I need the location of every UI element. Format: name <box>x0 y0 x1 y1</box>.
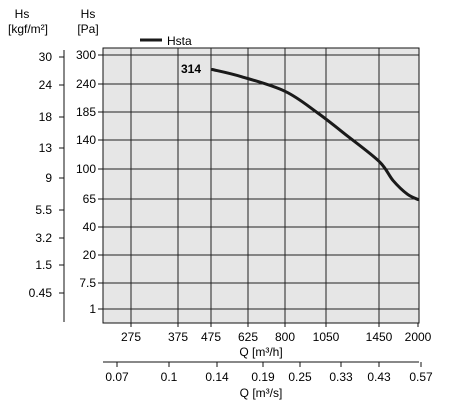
x-primary-tick-label: 275 <box>121 330 141 344</box>
y-outer-tick-label: 18 <box>39 110 53 124</box>
y-outer-tick-label: 0.45 <box>29 286 53 300</box>
y-inner-tick-label: 240 <box>76 77 96 91</box>
x-secondary-tick-label: 0.07 <box>105 370 129 384</box>
y-inner-tick-label: 40 <box>83 220 97 234</box>
series-hsta-line <box>210 68 420 201</box>
x-secondary-tick-label: 0.1 <box>161 370 178 384</box>
x-secondary-tick-label: 0.33 <box>329 370 353 384</box>
y-outer-tick-label: 24 <box>39 78 53 92</box>
y-outer-tick-label: 13 <box>39 141 53 155</box>
x-primary-tick-label: 1450 <box>366 330 393 344</box>
plot-area <box>102 47 420 324</box>
y-inner-tick-label: 65 <box>83 192 97 206</box>
y-inner-ticks: 300 240 185 140 100 65 40 20 7.5 1 <box>76 48 103 316</box>
y-inner-tick-label: 1 <box>89 302 96 316</box>
x-primary-tick-label: 375 <box>168 330 188 344</box>
y-outer-tick-label: 1.5 <box>35 258 52 272</box>
y-inner-tick-label: 140 <box>76 133 96 147</box>
y-inner-tick-label: 300 <box>76 48 96 62</box>
y-outer-tick-label: 5.5 <box>35 203 52 217</box>
x-primary-tick-label: 2000 <box>405 330 432 344</box>
y-outer-tick-label: 30 <box>39 50 53 64</box>
y-inner-label-line1: Hs <box>81 7 96 21</box>
x-secondary-label: Q [m³/s] <box>240 386 283 400</box>
y-outer-ticks: 30 24 18 13 9 5.5 3.2 1.5 0.45 <box>29 50 64 300</box>
x-secondary-ticks: 0.07 0.1 0.14 0.19 0.25 0.33 0.43 0.57 <box>105 362 433 384</box>
y-inner-tick-label: 185 <box>76 105 96 119</box>
x-secondary-tick-label: 0.19 <box>251 370 275 384</box>
x-primary-tick-label: 475 <box>201 330 221 344</box>
y-outer-label-line2: [kgf/m²] <box>8 22 48 36</box>
x-secondary-tick-label: 0.25 <box>288 370 312 384</box>
y-inner-tick-label: 20 <box>83 248 97 262</box>
grid-lines <box>103 48 419 323</box>
series-hsta-curve-label: 314 <box>181 62 201 76</box>
x-primary-tick-label: 800 <box>275 330 295 344</box>
y-outer-tick-label: 3.2 <box>35 231 52 245</box>
x-primary-ticks: 275 375 475 625 800 1050 1450 2000 <box>121 323 432 344</box>
x-secondary-tick-label: 0.57 <box>409 370 433 384</box>
legend-label-hsta: Hsta <box>167 34 192 48</box>
y-outer-label-line1: Hs <box>15 7 30 21</box>
y-inner-tick-label: 100 <box>76 162 96 176</box>
x-primary-tick-label: 625 <box>238 330 258 344</box>
x-secondary-tick-label: 0.43 <box>367 370 391 384</box>
x-secondary-tick-label: 0.14 <box>205 370 229 384</box>
x-primary-label: Q [m³/h] <box>239 345 282 359</box>
y-inner-label-line2: [Pa] <box>77 22 98 36</box>
y-outer-tick-label: 9 <box>45 171 52 185</box>
x-primary-tick-label: 1050 <box>313 330 340 344</box>
y-inner-tick-label: 7.5 <box>79 276 96 290</box>
